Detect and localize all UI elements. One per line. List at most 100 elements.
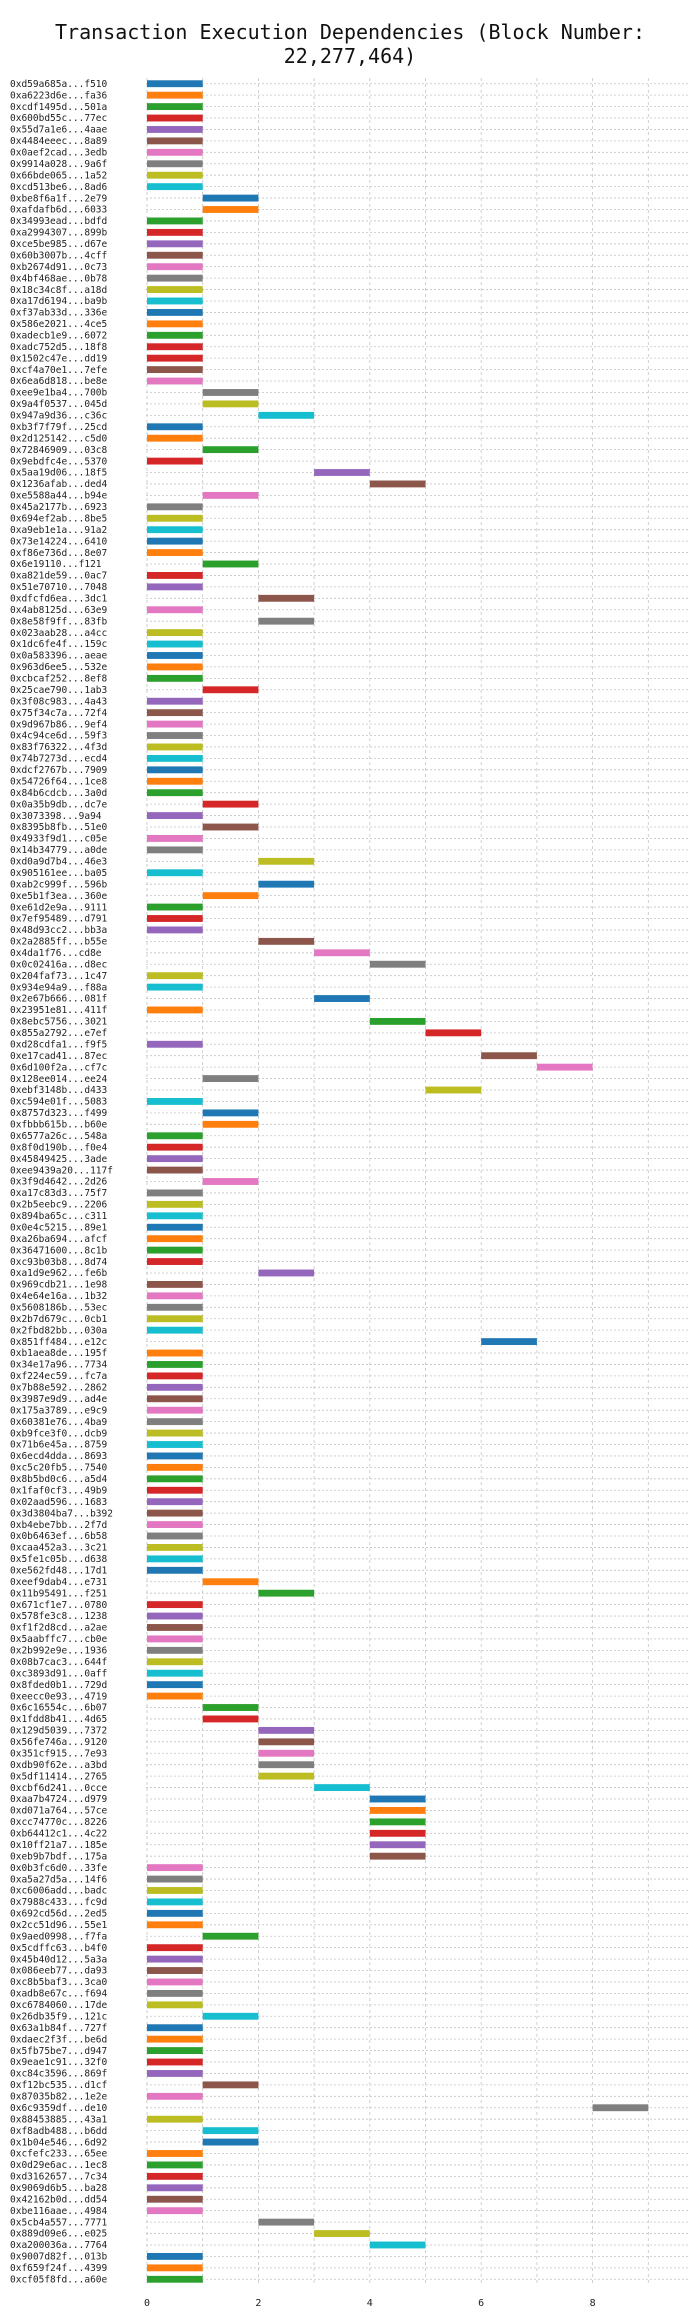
row-label: 0x5fe1c05b...d638 (10, 1554, 108, 1565)
task-bar (147, 366, 203, 374)
task-bar (147, 1544, 203, 1551)
row-label: 0xcaa452a3...3c21 (10, 1543, 108, 1554)
task-bar (258, 1749, 315, 1757)
task-bar (147, 572, 203, 579)
bars (147, 80, 649, 2283)
row-label: 0x63a1b84f...727f (10, 2023, 107, 2034)
task-bar (202, 389, 259, 396)
row-label: 0x36471600...8c1b (10, 1245, 108, 1256)
row-label: 0x23951e81...411f (10, 1005, 107, 1016)
task-bar (147, 903, 203, 911)
row-label: 0x5608186b...53ec (10, 1302, 107, 1313)
row-label: 0xf659f24f...4399 (10, 2263, 108, 2274)
row-label: 0x9d967b86...9ef4 (10, 719, 108, 730)
row-label: 0x9007d82f...013b (10, 2252, 108, 2263)
task-bar (147, 640, 203, 648)
row-label: 0xc594e01f...5083 (10, 1097, 107, 1108)
task-bar (147, 2264, 203, 2272)
row-label: 0xa17c83d3...75f7 (10, 1188, 107, 1199)
row-label: 0x2b992e9e...1936 (10, 1646, 108, 1657)
task-bar (258, 857, 315, 865)
row-label: 0x60381e76...4ba9 (10, 1417, 108, 1428)
task-bar (147, 1132, 203, 1140)
task-bar (147, 754, 203, 762)
task-bar (147, 1978, 203, 1986)
task-bar (314, 949, 370, 957)
row-label: 0x9eae1c91...32f0 (10, 2057, 108, 2068)
row-label: 0xc3893d91...0aff (10, 1668, 107, 1679)
task-bar (147, 537, 203, 545)
task-bar (202, 400, 259, 408)
task-bar (202, 1075, 259, 1083)
task-bar (147, 1635, 203, 1643)
row-label: 0x56fe746a...9120 (10, 1737, 108, 1748)
row-label: 0xcf4a70e1...7efe (10, 365, 108, 376)
task-bar (147, 297, 203, 305)
task-bar (147, 789, 203, 797)
task-bar (147, 377, 203, 385)
row-label: 0x351cf915...7e93 (10, 1748, 107, 1759)
task-bar (202, 800, 259, 808)
row-label: 0x0a35b9db...dc7e (10, 799, 108, 810)
row-label: 0x51e70710...7048 (10, 582, 108, 593)
task-bar (147, 1944, 203, 1952)
row-label: 0xe562fd48...17d1 (10, 1566, 108, 1577)
row-label: 0xe61d2e9a...9111 (10, 902, 108, 913)
task-bar (147, 1601, 203, 1609)
task-bar (147, 1898, 203, 1906)
x-tick-label: 8 (590, 2298, 596, 2309)
row-label: 0x2e67b666...081f (10, 994, 107, 1005)
task-bar (147, 1246, 203, 1254)
row-label: 0x42162b0d...dd54 (10, 2194, 108, 2205)
row-label: 0x4bf468ae...0b78 (10, 273, 108, 284)
task-bar (147, 1498, 203, 1506)
row-label: 0x600bd55c...77ec (10, 113, 107, 124)
task-bar (147, 2092, 203, 2100)
row-label: 0x8fded0b1...729d (10, 1680, 107, 1691)
row-label: 0x8f0d190b...f0e4 (10, 1142, 108, 1153)
task-bar (147, 732, 203, 739)
row-label: 0x87035b82...1e2e (10, 2092, 108, 2103)
task-bar (147, 423, 203, 431)
task-bar (147, 2115, 203, 2123)
row-label: 0x1faf0cf3...49b9 (10, 1485, 108, 1496)
task-bar (147, 1555, 203, 1563)
task-bar (202, 560, 259, 568)
row-label: 0x6c9359df...de10 (10, 2103, 108, 2114)
task-bar (314, 469, 370, 476)
row-label: 0xdfcfd6ea...3dc1 (10, 594, 108, 605)
task-bar (147, 274, 203, 282)
task-bar (202, 446, 259, 454)
task-bar (369, 1829, 426, 1837)
task-bar (147, 972, 203, 980)
task-bar (147, 846, 203, 854)
task-bar (202, 2012, 259, 2020)
row-label: 0x02aad596...1683 (10, 1497, 107, 1508)
row-label: 0x2fbd82bb...030a (10, 1325, 107, 1336)
task-bar (202, 1932, 259, 1940)
x-tick-label: 4 (367, 2298, 373, 2309)
row-label: 0x086eeb77...da93 (10, 1966, 107, 1977)
row-label: 0x855a2792...e7ef (10, 1028, 107, 1039)
row-label: 0x55d7a1e6...4aae (10, 125, 108, 136)
task-bar (147, 720, 203, 728)
row-label: 0xcbcaf252...8ef8 (10, 674, 108, 685)
row-label: 0x128ee014...ee24 (10, 1074, 108, 1085)
row-label: 0xb9fce3f0...dcb9 (10, 1428, 108, 1439)
task-bar (147, 674, 203, 682)
task-bar (147, 2058, 203, 2066)
task-bar (147, 2001, 203, 2009)
row-label: 0x26db35f9...121c (10, 2011, 107, 2022)
task-bar (147, 652, 203, 659)
row-label: 0xaa7b4724...d979 (10, 1794, 108, 1805)
row-label: 0x0e4c5215...89e1 (10, 1222, 108, 1233)
task-bar (147, 2150, 203, 2157)
row-label: 0x45a2177b...6923 (10, 502, 107, 513)
row-label: 0xc84c3596...869f (10, 2069, 107, 2080)
task-bar (147, 457, 203, 465)
row-label: 0xcfefc233...65ee (10, 2149, 108, 2160)
row-label: 0xc93b03b8...8d74 (10, 1257, 108, 1268)
task-bar (147, 1955, 203, 1963)
row-label: 0xc8b5baf3...3ca0 (10, 1977, 108, 1988)
